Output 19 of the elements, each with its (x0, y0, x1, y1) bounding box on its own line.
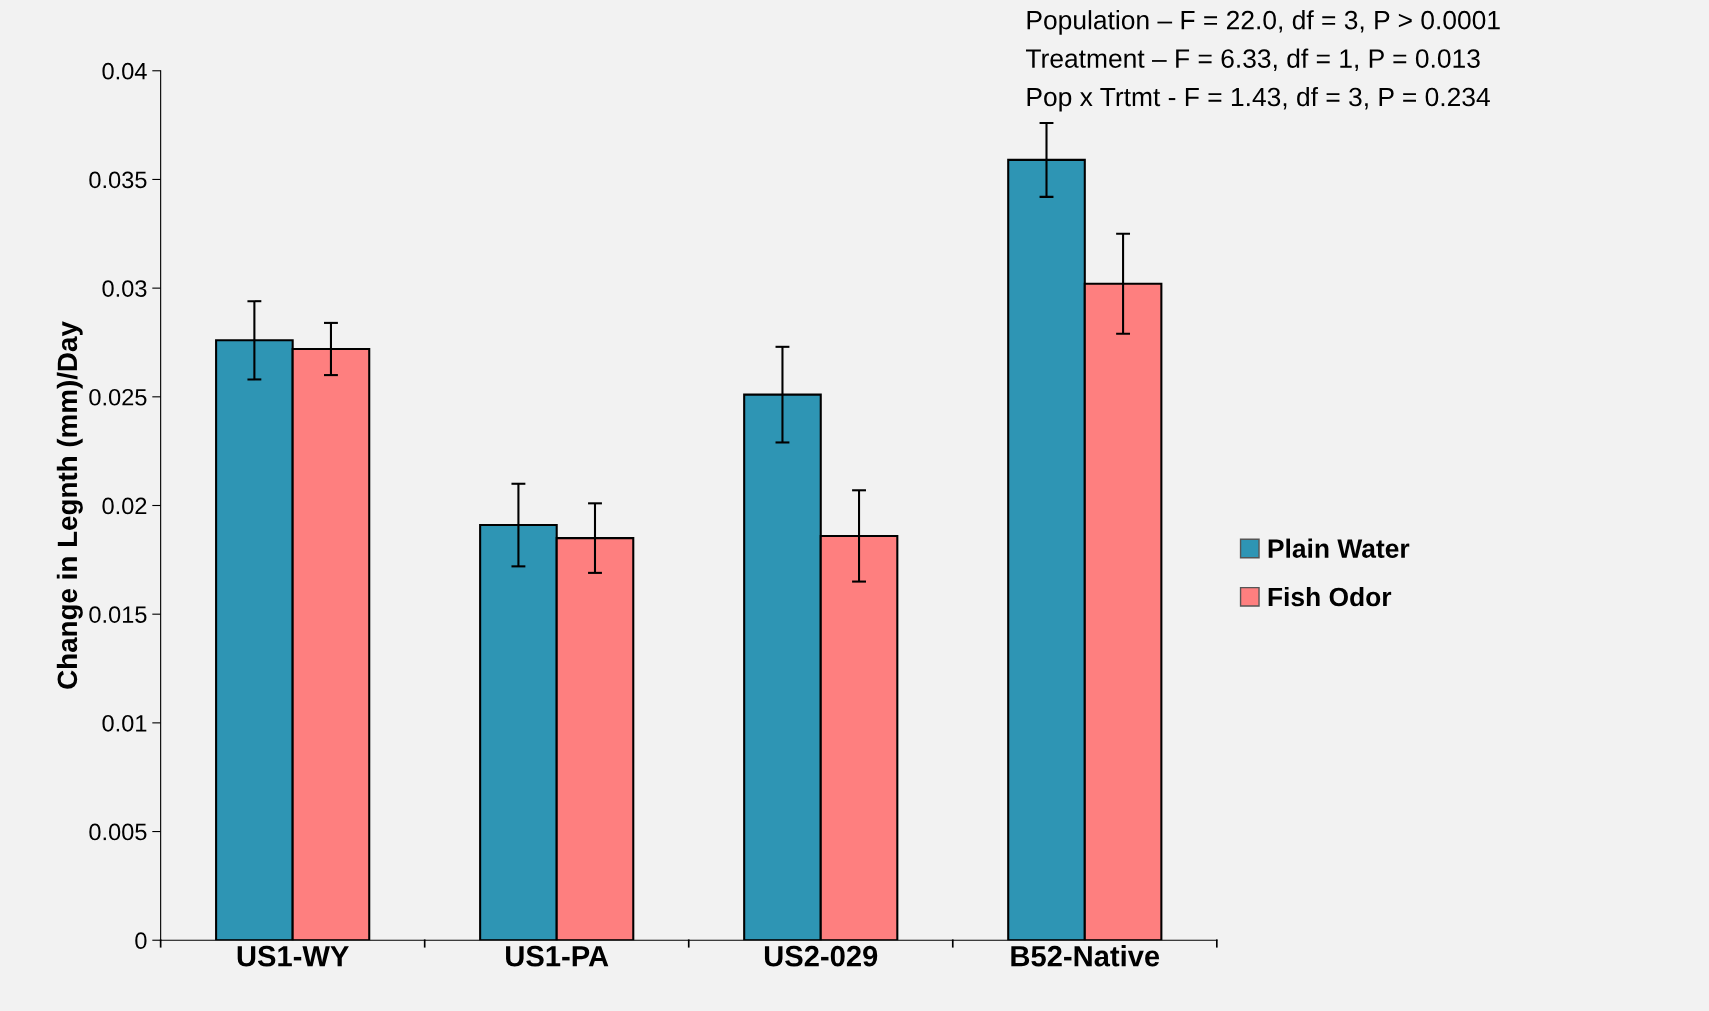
y-tick-label: 0.02 (102, 497, 147, 515)
annotation: Treatment – F = 6.33, df = 1, P = 0.013 (1025, 48, 1480, 72)
y-tick-label: 0.035 (89, 171, 147, 189)
annotation: Pop x Trtmt - F = 1.43, df = 3, P = 0.234 (1027, 86, 1490, 112)
x-tick-label: US2-029 (764, 945, 878, 967)
y-axis-title: Change in Legnth (mm)/Day (56, 321, 83, 689)
legend-label: Fish Odor (1268, 586, 1392, 607)
legend-label: Plain Water (1268, 538, 1410, 558)
y-tick-label: 0 (135, 932, 147, 950)
y-tick-label: 0.005 (89, 823, 147, 841)
x-tick-label: B52-Native (1011, 945, 1160, 967)
x-tick-label: US1-WY (237, 945, 349, 967)
y-tick-label: 0.025 (89, 388, 147, 406)
text: Population – F = 22.0, df = 3, P > 0.0001 (1027, 10, 1500, 35)
y-tick-label: 0.015 (89, 606, 147, 623)
y-tick-label: 0.04 (102, 62, 147, 80)
x-tick-label: US1-PA (506, 945, 609, 967)
y-tick-label: 0.03 (102, 280, 147, 297)
y-tick-label: 0.01 (102, 714, 147, 732)
